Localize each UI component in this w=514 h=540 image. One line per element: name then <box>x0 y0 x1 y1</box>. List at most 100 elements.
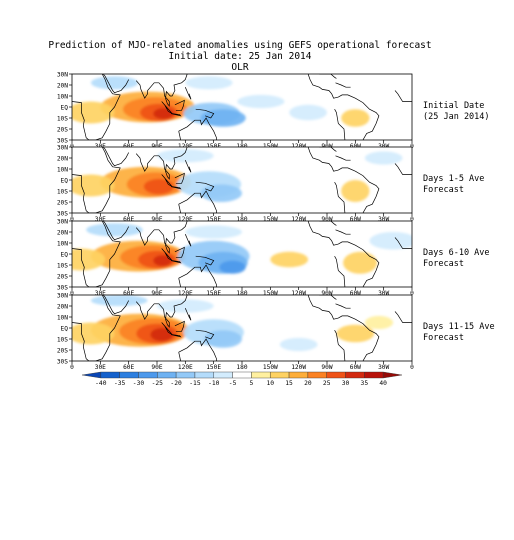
coastline <box>174 99 185 111</box>
coastline <box>319 74 337 79</box>
coastline <box>334 182 346 213</box>
lon-label: 120W <box>291 143 306 150</box>
lon-label: 150W <box>263 216 278 223</box>
colorbar-swatch <box>364 371 384 379</box>
lon-label: 60W <box>350 216 361 223</box>
lon-label: 180 <box>236 364 247 371</box>
colorbar-tick-label: 40 <box>379 380 387 387</box>
panel-initial-label-line1: Initial Date <box>423 101 485 111</box>
lon-label: 150W <box>263 290 278 297</box>
lon-label: 90E <box>151 216 162 223</box>
lon-label: 180 <box>236 216 247 223</box>
coastline <box>319 221 337 226</box>
colorbar-tick-label: -20 <box>170 380 182 387</box>
colorbar-swatch <box>382 371 403 379</box>
coastline <box>171 260 182 264</box>
coastline <box>394 311 412 323</box>
panel-initial-label-line2: (25 Jan 2014) <box>423 112 490 122</box>
coastline <box>178 278 181 287</box>
lon-label: 90E <box>151 143 162 150</box>
panel-days1-5-label-line2: Forecast <box>423 185 464 195</box>
colorbar-swatch <box>119 371 139 379</box>
colorbar-swatch <box>270 371 290 379</box>
anomaly-blob <box>341 180 370 202</box>
panel-days11-15-label-line1: Days 11-15 Ave <box>423 322 495 332</box>
anomaly-blob <box>72 248 106 271</box>
coastline <box>307 295 380 361</box>
coastline <box>394 163 412 175</box>
lon-label: 30E <box>95 364 106 371</box>
coastline <box>307 147 380 213</box>
lon-label: 0 <box>410 216 414 223</box>
anomaly-blob <box>336 324 375 343</box>
anomaly-blob <box>200 184 243 202</box>
coastline <box>135 295 188 328</box>
coastline <box>195 329 215 340</box>
coastline <box>72 295 121 361</box>
lat-label: EQ <box>61 104 69 111</box>
lon-label: 90W <box>321 290 332 297</box>
lat-label: 30S <box>57 284 68 291</box>
coastlines <box>72 221 412 287</box>
colorbar-swatch <box>81 371 102 379</box>
lon-label: 150W <box>263 364 278 371</box>
lon-label: 90E <box>151 290 162 297</box>
lat-label: 20S <box>57 273 68 280</box>
lon-label: 180 <box>236 143 247 150</box>
colorbar-tick-label: -5 <box>229 380 237 387</box>
colorbar-swatch <box>251 371 271 379</box>
lon-label: 120W <box>291 216 306 223</box>
coastline <box>135 147 188 180</box>
lat-label: 10N <box>57 93 68 100</box>
anomaly-blob <box>343 251 378 274</box>
colorbar-swatch <box>100 371 120 379</box>
coastline <box>319 295 337 300</box>
coastline <box>195 181 215 192</box>
coastline <box>102 147 130 167</box>
anomaly-blob <box>369 232 412 250</box>
anomaly-blob <box>200 109 246 127</box>
colorbar-tick-label: 30 <box>342 380 350 387</box>
anomaly-blob <box>185 76 233 90</box>
colorbar-tick-label: 25 <box>323 380 331 387</box>
anomaly-blob <box>157 299 214 313</box>
colorbar-tick-label: -40 <box>95 380 107 387</box>
lon-label: 150E <box>206 290 221 297</box>
panel-days6-10-label-line2: Forecast <box>423 259 464 269</box>
lon-label: 180 <box>236 290 247 297</box>
coastline <box>394 90 412 102</box>
lon-label: 150E <box>206 216 221 223</box>
coastline <box>184 160 192 173</box>
anomaly-blob <box>219 260 246 274</box>
coastline <box>135 221 188 254</box>
panel-initial-label: Initial Date (25 Jan 2014) <box>423 101 490 123</box>
lon-label: 0 <box>70 216 74 223</box>
anomaly-blob <box>237 94 285 109</box>
coastline <box>174 246 185 258</box>
coastline <box>178 117 217 140</box>
variable-title: OLR <box>231 62 249 73</box>
coastline <box>184 87 192 100</box>
lat-label: 30S <box>57 358 68 365</box>
coastline <box>178 204 181 213</box>
coastline <box>171 334 182 338</box>
lon-label: 90W <box>321 143 332 150</box>
colorbar-swatch <box>157 371 177 379</box>
lon-label: 0 <box>410 290 414 297</box>
colorbar-swatch <box>232 371 252 379</box>
coastline <box>307 74 380 140</box>
coastline <box>102 295 130 315</box>
anomaly-blob <box>157 149 214 163</box>
colorbar-tick-label: -15 <box>189 380 201 387</box>
panel-days11-15-label-line2: Forecast <box>423 333 464 343</box>
colorbar-swatch <box>138 371 158 379</box>
anomaly-blob <box>153 108 174 120</box>
coastline <box>178 352 181 361</box>
colorbar-swatch <box>326 371 346 379</box>
lat-label: 10S <box>57 188 68 195</box>
lon-label: 150E <box>206 364 221 371</box>
lon-label: 120W <box>291 364 306 371</box>
